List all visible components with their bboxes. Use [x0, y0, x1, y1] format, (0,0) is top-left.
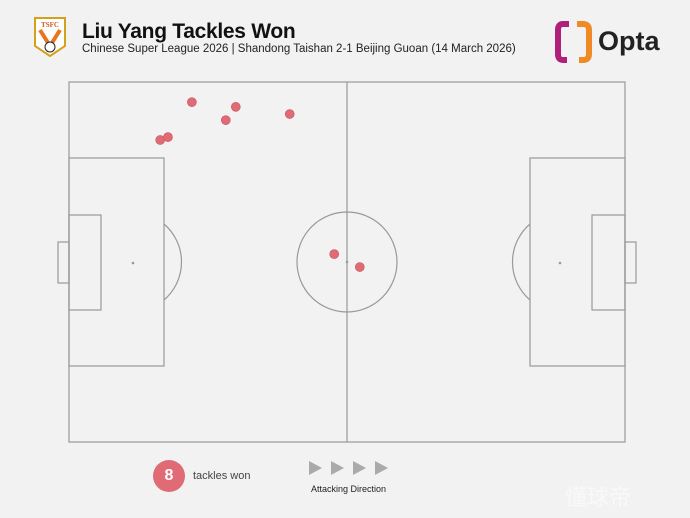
tackle-point — [354, 262, 365, 272]
tackle-point — [163, 132, 173, 142]
tackle-point — [329, 249, 340, 259]
pitch — [57, 81, 637, 443]
right-penalty-spot — [558, 261, 562, 265]
right-penalty-arc — [511, 223, 531, 301]
left-penalty-arc — [163, 223, 183, 301]
chart-subtitle: Chinese Super League 2026 | Shandong Tai… — [82, 43, 516, 55]
left-six-yard-box — [68, 214, 102, 311]
watermark: 懂球帝 — [565, 485, 632, 510]
tackle-point — [187, 97, 197, 107]
opta-logo-icon — [555, 21, 592, 63]
right-goal — [624, 241, 637, 284]
right-penalty-box — [529, 157, 626, 367]
opta-logo-text: Opta — [598, 26, 660, 56]
attacking-direction-arrows-icon — [309, 461, 388, 475]
center-circle — [296, 211, 398, 313]
tackle-point — [284, 109, 295, 119]
left-penalty-box — [68, 157, 165, 367]
right-six-yard-box — [591, 214, 626, 311]
tackle-point — [231, 102, 241, 112]
tackle-count-label: tackles won — [193, 470, 251, 482]
left-goal — [57, 241, 70, 284]
attacking-direction-label: Attacking Direction — [311, 484, 387, 494]
center-spot — [345, 260, 349, 264]
left-penalty-spot — [131, 261, 135, 265]
club-badge: TSFC — [34, 17, 66, 58]
tackle-count-marker: 8 — [153, 460, 185, 492]
svg-text:TSFC: TSFC — [41, 21, 59, 29]
tackle-point — [220, 115, 231, 125]
chart-title: Liu Yang Tackles Won — [82, 20, 296, 43]
